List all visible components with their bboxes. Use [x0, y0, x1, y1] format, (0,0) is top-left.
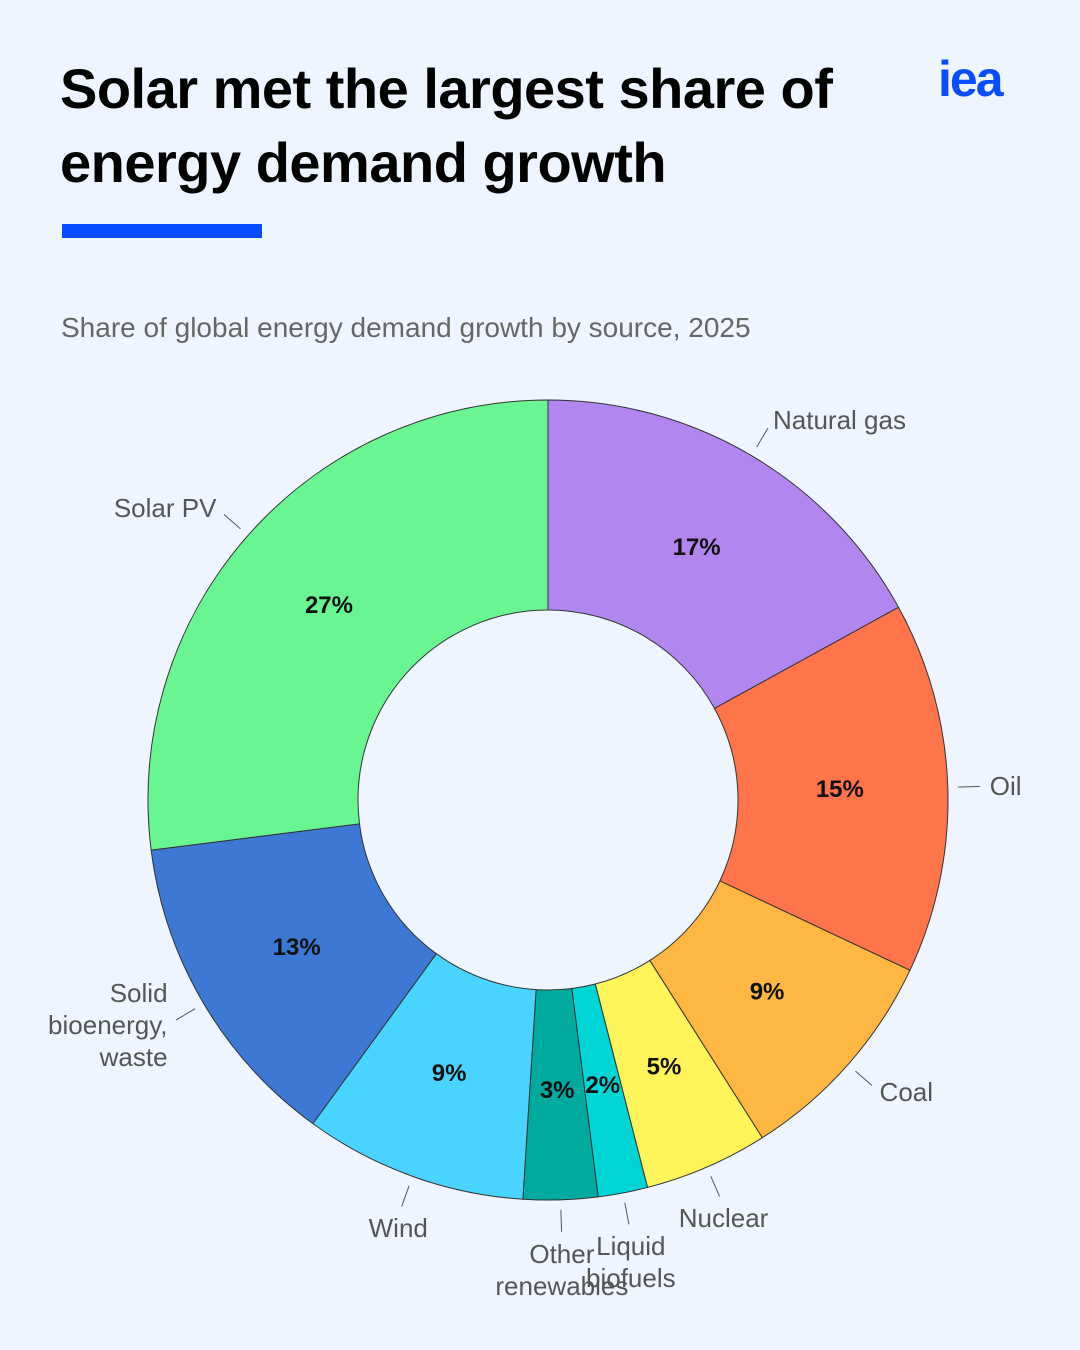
value-label: 3%	[540, 1077, 575, 1104]
leader-line	[710, 1176, 721, 1197]
donut-slice	[547, 399, 900, 710]
category-label: Other renewables	[495, 1238, 629, 1301]
donut-slice	[147, 399, 549, 851]
leader-line	[175, 1008, 196, 1021]
donut-slice	[713, 606, 949, 971]
category-label: Wind	[368, 1212, 428, 1243]
value-label: 5%	[647, 1053, 682, 1080]
leader-line	[957, 785, 980, 788]
value-label: 9%	[432, 1060, 467, 1087]
leader-line	[855, 1070, 873, 1087]
category-label: Nuclear	[678, 1202, 769, 1233]
logo: iea	[938, 51, 1004, 107]
leader-line	[223, 513, 241, 530]
value-label: 17%	[673, 534, 721, 561]
category-label: Coal	[879, 1077, 934, 1108]
value-label: 13%	[273, 934, 321, 961]
chart-subtitle: Share of global energy demand growth by …	[61, 312, 751, 343]
value-label: 2%	[585, 1072, 620, 1099]
value-label: 15%	[816, 776, 864, 803]
chart-title: Solar met the largest share of energy de…	[60, 57, 833, 194]
donut-slice	[150, 823, 438, 1125]
leader-line	[624, 1202, 630, 1225]
category-label: Solar PV	[113, 492, 217, 523]
leader-line	[560, 1209, 563, 1232]
category-label: Liquid biofuels	[586, 1231, 676, 1294]
category-label: Oil	[989, 771, 1022, 802]
value-label: 27%	[305, 592, 353, 619]
leader-line	[401, 1185, 410, 1207]
value-label: 9%	[750, 978, 785, 1005]
category-label: Solid bioenergy, waste	[48, 977, 168, 1072]
leader-line	[756, 427, 769, 448]
category-label: Natural gas	[772, 404, 906, 435]
title-rule	[62, 224, 262, 238]
